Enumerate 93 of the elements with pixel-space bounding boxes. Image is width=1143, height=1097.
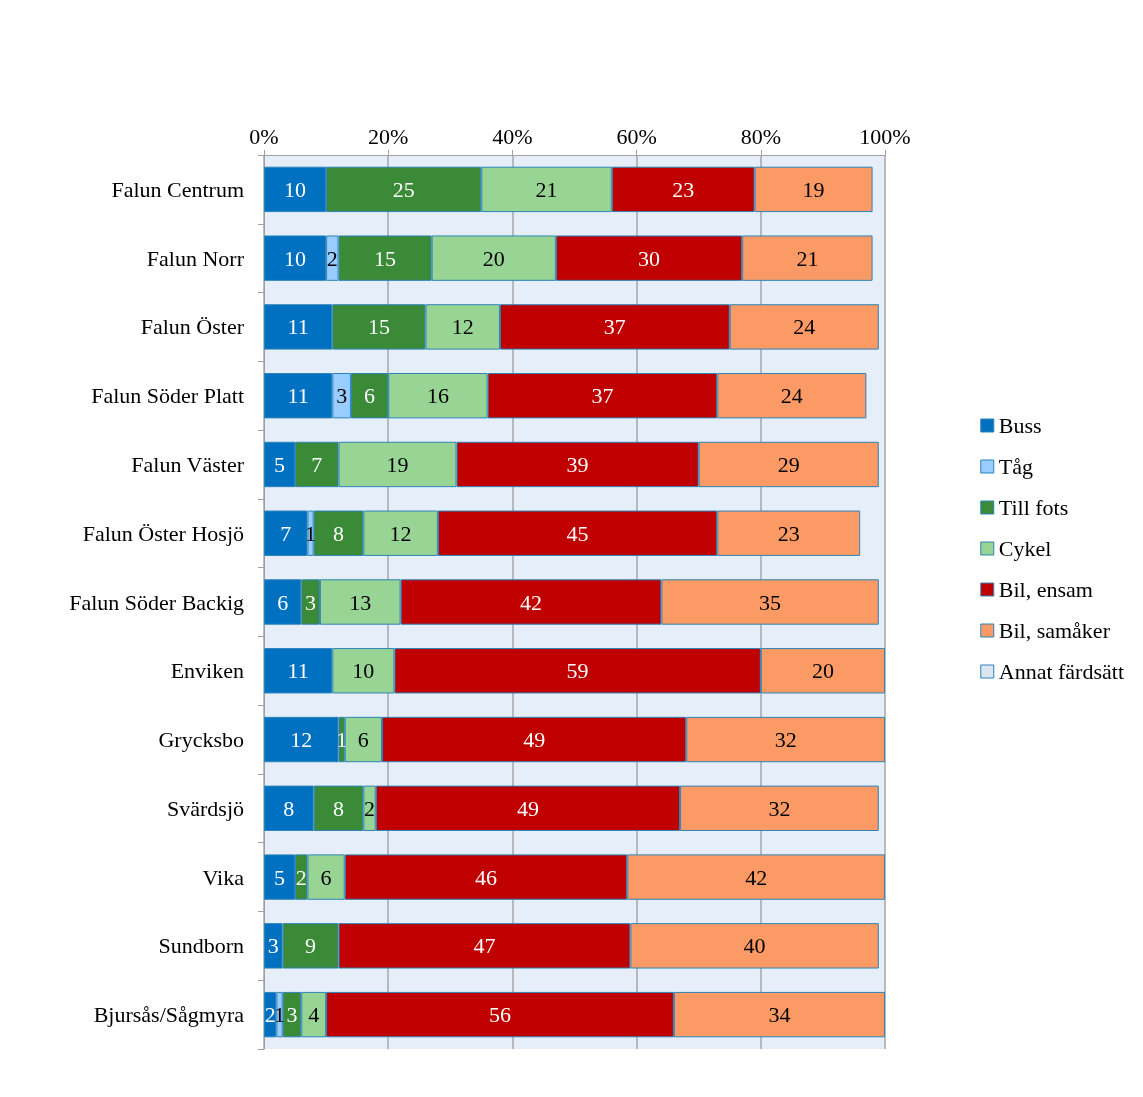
y-tick-label: Bjursås/Sågmyra bbox=[93, 1002, 245, 1028]
data-label: 40 bbox=[743, 933, 766, 959]
data-label: 45 bbox=[566, 520, 589, 546]
data-label: 9 bbox=[305, 933, 317, 959]
y-tick-label: Vika bbox=[202, 864, 245, 890]
data-label: 46 bbox=[475, 864, 498, 890]
legend-label: Till fots bbox=[998, 495, 1069, 520]
data-label: 1 bbox=[274, 1002, 286, 1028]
data-label: 11 bbox=[287, 314, 309, 340]
data-label: 15 bbox=[367, 314, 390, 340]
data-label: 56 bbox=[488, 1002, 511, 1028]
data-label: 2 bbox=[295, 864, 307, 890]
data-label: 24 bbox=[793, 314, 816, 340]
x-tick-label: 60% bbox=[616, 123, 657, 149]
data-label: 6 bbox=[357, 727, 369, 753]
data-label: 1 bbox=[305, 520, 317, 546]
data-label: 39 bbox=[566, 451, 589, 477]
y-tick-label: Falun Söder Backig bbox=[69, 589, 244, 615]
data-label: 1 bbox=[336, 727, 348, 753]
data-label: 8 bbox=[333, 520, 345, 546]
data-label: 11 bbox=[287, 658, 309, 684]
y-tick-label: Falun Öster bbox=[140, 314, 245, 340]
data-label: 11 bbox=[287, 383, 309, 409]
data-label: 42 bbox=[520, 589, 543, 615]
data-label: 8 bbox=[333, 795, 345, 821]
legend-label: Cykel bbox=[998, 536, 1052, 561]
data-label: 12 bbox=[290, 727, 313, 753]
data-label: 13 bbox=[349, 589, 372, 615]
y-tick-label: Svärdsjö bbox=[167, 795, 244, 821]
data-label: 3 bbox=[305, 589, 317, 615]
y-tick-label: Falun Norr bbox=[146, 245, 245, 271]
data-label: 49 bbox=[523, 727, 546, 753]
data-label: 6 bbox=[320, 864, 332, 890]
data-label: 49 bbox=[516, 795, 539, 821]
x-tick-label: 80% bbox=[740, 123, 781, 149]
data-label: 19 bbox=[802, 176, 825, 202]
data-label: 12 bbox=[389, 520, 412, 546]
legend-label: Tåg bbox=[998, 454, 1033, 479]
legend-label: Buss bbox=[998, 413, 1042, 438]
data-label: 34 bbox=[768, 1002, 791, 1028]
data-label: 30 bbox=[638, 245, 661, 271]
data-label: 2 bbox=[264, 1002, 276, 1028]
data-label: 25 bbox=[392, 176, 415, 202]
data-label: 5 bbox=[274, 864, 286, 890]
data-label: 19 bbox=[386, 451, 409, 477]
x-tick-label: 20% bbox=[368, 123, 409, 149]
data-label: 12 bbox=[451, 314, 474, 340]
data-label: 21 bbox=[796, 245, 819, 271]
data-label: 23 bbox=[672, 176, 695, 202]
legend-label: Annat färdsätt bbox=[998, 659, 1124, 684]
data-label: 10 bbox=[284, 176, 307, 202]
x-tick-label: 100% bbox=[859, 123, 911, 149]
data-label: 6 bbox=[277, 589, 289, 615]
x-tick-label: 40% bbox=[492, 123, 533, 149]
y-tick-label: Falun Centrum bbox=[111, 176, 244, 202]
data-label: 37 bbox=[591, 383, 614, 409]
data-label: 21 bbox=[535, 176, 558, 202]
y-tick-label: Enviken bbox=[170, 658, 244, 684]
data-label: 2 bbox=[326, 245, 338, 271]
data-label: 7 bbox=[311, 451, 323, 477]
legend-label: Bil, ensam bbox=[998, 577, 1093, 602]
data-label: 8 bbox=[283, 795, 295, 821]
data-label: 3 bbox=[286, 1002, 298, 1028]
x-tick-label: 0% bbox=[249, 123, 279, 149]
data-label: 20 bbox=[811, 658, 834, 684]
data-label: 37 bbox=[603, 314, 626, 340]
legend-label: Bil, samåker bbox=[998, 618, 1111, 643]
y-tick-label: Falun Väster bbox=[131, 451, 245, 477]
data-label: 15 bbox=[374, 245, 397, 271]
data-label: 32 bbox=[774, 727, 797, 753]
data-label: 20 bbox=[482, 245, 505, 271]
data-label: 2 bbox=[364, 795, 376, 821]
data-label: 5 bbox=[274, 451, 286, 477]
data-label: 4 bbox=[308, 1002, 320, 1028]
data-label: 42 bbox=[745, 864, 768, 890]
data-label: 29 bbox=[777, 451, 800, 477]
data-label: 47 bbox=[473, 933, 496, 959]
data-label: 32 bbox=[768, 795, 791, 821]
data-label: 23 bbox=[777, 520, 800, 546]
data-label: 3 bbox=[267, 933, 279, 959]
data-label: 6 bbox=[364, 383, 376, 409]
data-label: 24 bbox=[780, 383, 803, 409]
data-label: 3 bbox=[336, 383, 348, 409]
data-label: 16 bbox=[426, 383, 449, 409]
y-tick-label: Falun Öster Hosjö bbox=[82, 520, 244, 546]
data-label: 7 bbox=[280, 520, 292, 546]
y-tick-label: Grycksbo bbox=[158, 727, 244, 753]
data-label: 59 bbox=[566, 658, 589, 684]
data-label: 35 bbox=[759, 589, 782, 615]
data-label: 10 bbox=[352, 658, 375, 684]
data-label: 10 bbox=[284, 245, 307, 271]
y-tick-label: Falun Söder Platt bbox=[91, 383, 244, 409]
y-tick-label: Sundborn bbox=[158, 933, 244, 959]
